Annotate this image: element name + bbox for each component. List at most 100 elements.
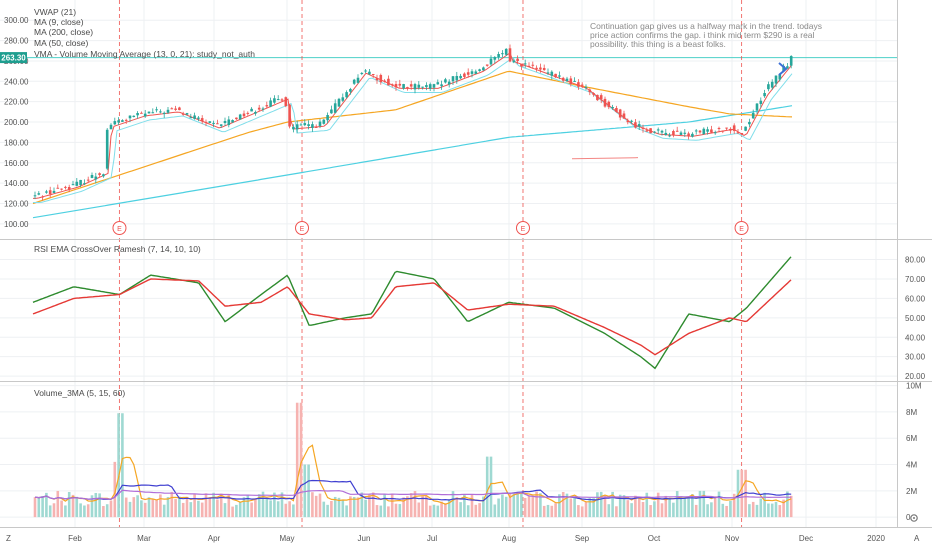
gear-icon[interactable]	[910, 514, 918, 522]
candle	[390, 84, 394, 86]
candle	[223, 121, 227, 124]
candle	[683, 132, 687, 134]
arrow-drawing	[778, 62, 788, 76]
volume-bar	[755, 504, 759, 518]
auto-scale-button[interactable]: A	[914, 534, 920, 543]
candle	[140, 112, 143, 114]
candle	[592, 93, 595, 95]
candle	[615, 108, 618, 112]
volume-bar	[618, 494, 622, 518]
volume-bar	[155, 499, 158, 518]
volume-bar	[136, 495, 139, 518]
volume-bar	[318, 493, 322, 518]
volume-bar	[181, 502, 185, 518]
candle	[603, 98, 607, 107]
candle	[219, 124, 223, 126]
candle	[527, 65, 531, 67]
candle	[45, 191, 48, 193]
candle	[653, 131, 656, 133]
candle	[257, 107, 261, 110]
volume-bar	[360, 492, 364, 518]
y-tick-label: 300.00	[4, 16, 29, 25]
volume-ma-slow-line	[34, 489, 792, 500]
candle	[539, 67, 542, 70]
volume-bar	[436, 505, 440, 518]
volume-bar	[105, 504, 109, 518]
volume-bar	[660, 503, 664, 518]
candle	[273, 98, 276, 103]
candle	[128, 115, 132, 119]
candle	[345, 92, 348, 98]
candle	[630, 120, 633, 122]
candle	[121, 120, 124, 122]
volume-bar	[398, 504, 402, 518]
candle	[611, 107, 614, 109]
volume-bar	[459, 502, 462, 518]
candle	[193, 115, 196, 119]
volume-bar	[645, 492, 649, 518]
candle	[261, 108, 265, 110]
legend-vma: VMA - Volume Moving Average (13, 0, 21):…	[34, 49, 255, 59]
x-axis[interactable]: Feb Mar Apr May Jun Jul Aug Sep Oct Nov Dec 2020	[68, 534, 885, 543]
candle	[56, 187, 60, 189]
volume-bar	[147, 497, 151, 518]
volume-bar	[489, 456, 493, 518]
volume-bar	[527, 495, 531, 518]
candle	[86, 179, 90, 181]
volume-bar	[197, 500, 200, 518]
candle	[333, 103, 337, 113]
x-tick-label: Mar	[137, 534, 151, 543]
volume-bar	[732, 493, 736, 518]
y-tick-label: 20.00	[905, 372, 926, 381]
volume-bar	[751, 501, 755, 518]
candle	[713, 132, 717, 134]
candle	[132, 115, 136, 118]
volume-bar	[269, 500, 272, 518]
candle	[368, 71, 371, 75]
candle	[124, 119, 128, 121]
y-tick-label: 60.00	[905, 294, 926, 303]
volume-bar	[242, 497, 246, 518]
volume-bar	[189, 502, 193, 518]
candle	[94, 176, 98, 180]
candle	[200, 118, 204, 122]
volume-bar	[265, 498, 269, 518]
volume-bar	[447, 499, 451, 518]
candle	[626, 120, 630, 123]
candle	[181, 113, 185, 115]
candle	[280, 99, 284, 101]
candle	[216, 123, 219, 125]
volume-bar	[474, 504, 478, 518]
volume-bar	[679, 496, 683, 518]
zoom-button[interactable]: Z	[6, 534, 11, 543]
volume-bar	[508, 492, 512, 518]
volume-bar	[60, 500, 63, 518]
volume-bar	[124, 497, 128, 518]
candle	[512, 60, 516, 63]
volume-bar	[193, 494, 196, 518]
candle	[151, 112, 155, 114]
ma200-line	[32, 105, 793, 219]
annotation-line-1: Continuation gap gives us a halfway mark…	[590, 21, 822, 31]
candle	[531, 64, 535, 66]
volume-bar	[292, 504, 295, 518]
x-tick-label: Jul	[427, 534, 437, 543]
volume-bar	[383, 494, 386, 518]
candle	[292, 126, 295, 130]
y-tick-label: 80.00	[905, 256, 926, 265]
volume-bar	[687, 496, 690, 518]
candle	[599, 95, 603, 100]
volume-bar	[763, 492, 766, 518]
candle	[622, 113, 626, 119]
rsi-pane[interactable]	[32, 256, 792, 370]
volume-bar	[311, 492, 314, 518]
y-tick-label: 40.00	[905, 333, 926, 342]
volume-pane[interactable]	[33, 402, 793, 518]
candle	[550, 71, 554, 76]
y-axis[interactable]: 100.00 120.00 140.00 160.00 180.00 200.00 220.…	[4, 16, 926, 522]
candle	[767, 84, 770, 90]
candle	[455, 75, 459, 81]
candle	[318, 121, 322, 126]
